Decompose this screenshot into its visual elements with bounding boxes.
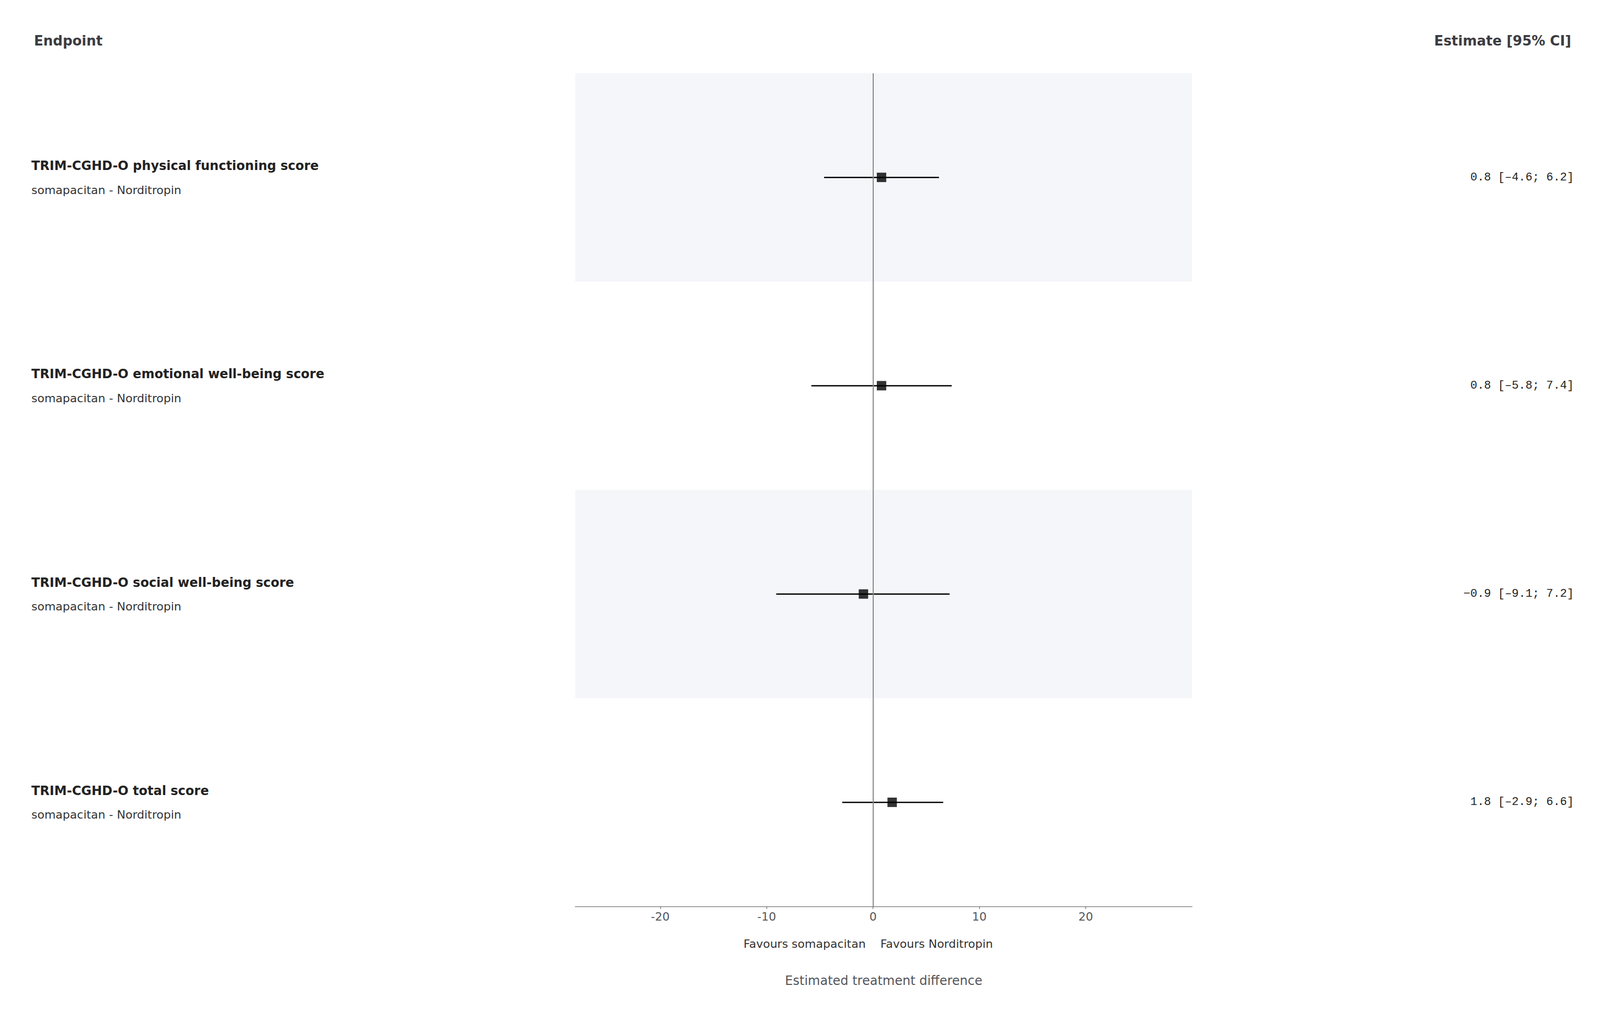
svg-text:0.8 [–5.8; 7.4]: 0.8 [–5.8; 7.4] <box>1470 379 1574 393</box>
svg-text:Estimate [95% CI]: Estimate [95% CI] <box>1434 32 1572 49</box>
svg-text:0.8 [–4.6; 6.2]: 0.8 [–4.6; 6.2] <box>1470 170 1574 185</box>
svg-text:−0.9 [–9.1; 7.2]: −0.9 [–9.1; 7.2] <box>1463 587 1574 601</box>
svg-text:TRIM-CGHD-O social well-being: TRIM-CGHD-O social well-being score <box>31 575 294 590</box>
svg-text:-20: -20 <box>650 909 670 923</box>
svg-text:0: 0 <box>869 909 877 923</box>
svg-text:Favours Norditropin: Favours Norditropin <box>880 936 993 951</box>
svg-text:somapacitan - Norditropin: somapacitan - Norditropin <box>31 183 182 197</box>
svg-text:-10: -10 <box>757 909 776 923</box>
svg-text:10: 10 <box>972 909 987 923</box>
svg-text:Estimated treatment difference: Estimated treatment difference <box>784 973 982 988</box>
svg-text:somapacitan - Norditropin: somapacitan - Norditropin <box>31 599 182 613</box>
svg-text:20: 20 <box>1078 909 1094 923</box>
svg-text:TRIM-CGHD-O physical functioni: TRIM-CGHD-O physical functioning score <box>31 158 319 174</box>
svg-text:1.8 [–2.9; 6.6]: 1.8 [–2.9; 6.6] <box>1470 795 1574 809</box>
svg-text:TRIM-CGHD-O total score: TRIM-CGHD-O total score <box>31 783 209 798</box>
svg-text:TRIM-CGHD-O emotional well-bei: TRIM-CGHD-O emotional well-being score <box>31 366 325 382</box>
svg-text:somapacitan - Norditropin: somapacitan - Norditropin <box>31 807 182 821</box>
svg-text:Endpoint: Endpoint <box>33 32 103 49</box>
svg-text:somapacitan - Norditropin: somapacitan - Norditropin <box>31 391 182 405</box>
svg-text:Favours somapacitan: Favours somapacitan <box>743 936 866 951</box>
